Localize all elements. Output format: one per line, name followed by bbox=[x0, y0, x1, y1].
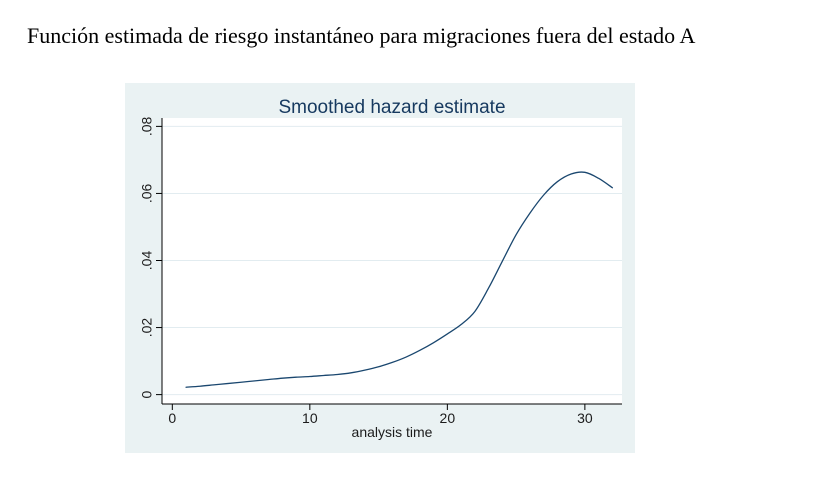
x-axis-label: analysis time bbox=[352, 424, 433, 440]
y-tick-label: .04 bbox=[139, 251, 155, 271]
hazard-chart: 0 .02 .04 .06 .08 0 10 20 30 Smoothed hazard est… bbox=[139, 97, 622, 440]
plot-area: 0 .02 .04 .06 .08 0 10 20 30 bbox=[139, 116, 622, 426]
y-tick-label: 0 bbox=[139, 391, 155, 399]
y-tick-label: .02 bbox=[139, 318, 155, 338]
chart-title: Smoothed hazard estimate bbox=[278, 97, 505, 118]
hazard-chart-figure: 0 .02 .04 .06 .08 0 10 20 30 Smoothed hazard est… bbox=[125, 83, 635, 453]
y-tick-label: .06 bbox=[139, 183, 155, 203]
x-tick-label: 10 bbox=[302, 410, 318, 426]
x-tick-label: 30 bbox=[577, 410, 593, 426]
y-tick-label: .08 bbox=[139, 116, 155, 136]
x-tick-label: 0 bbox=[168, 410, 176, 426]
plot-background bbox=[162, 118, 622, 404]
x-tick-label: 20 bbox=[440, 410, 456, 426]
page-heading: Función estimada de riesgo instantáneo p… bbox=[27, 23, 696, 48]
hazard-curve-line bbox=[185, 171, 614, 388]
